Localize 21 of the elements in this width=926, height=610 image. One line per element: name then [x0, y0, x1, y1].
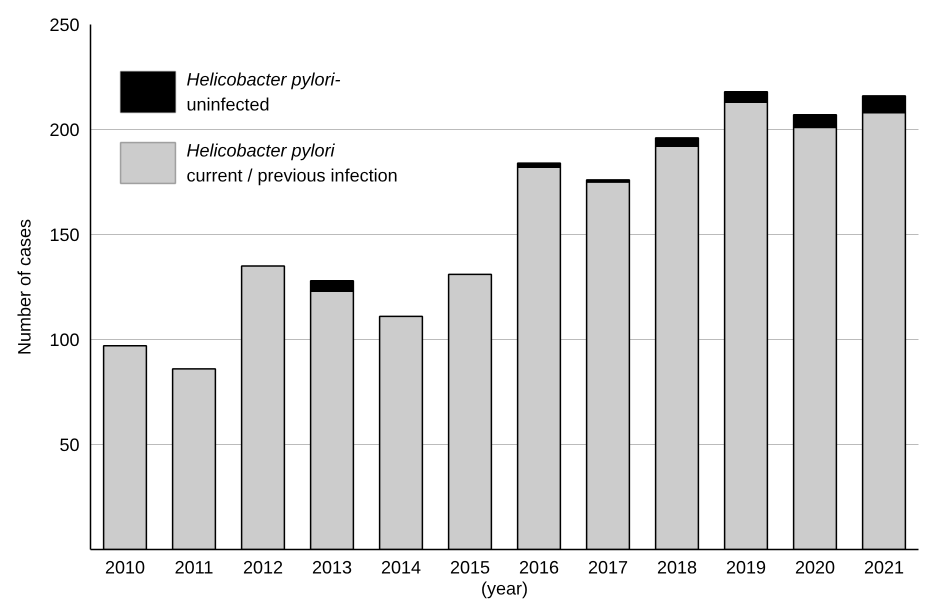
y-tick-label: 250: [49, 15, 80, 35]
x-axis-title: (year): [481, 578, 528, 598]
x-tick-label: 2014: [380, 558, 422, 578]
x-tick-label: 2012: [242, 558, 284, 578]
y-tick-label: 150: [49, 225, 80, 245]
x-tick-label: 2013: [312, 558, 352, 578]
x-tick-label: 2020: [794, 558, 836, 578]
y-tick-label: 200: [49, 120, 80, 140]
x-tick-label: 2018: [656, 558, 698, 578]
x-tick-label: 2011: [174, 558, 214, 578]
x-tick-label: 2019: [726, 558, 766, 578]
legend-label: Helicobacter pylori- uninfected: [186, 70, 341, 114]
x-tick-label: 2015: [450, 558, 490, 578]
x-tick-label: 2016: [518, 558, 560, 578]
y-tick-label: 100: [49, 330, 80, 350]
x-tick-label: 2021: [864, 558, 904, 578]
y-tick-label: 50: [59, 435, 80, 455]
legend-label: Helicobacter pylori current / previous infection: [186, 140, 398, 186]
y-axis-title: Number of cases: [14, 218, 34, 356]
x-tick-label: 2010: [104, 558, 146, 578]
x-tick-label: 2017: [588, 558, 628, 578]
